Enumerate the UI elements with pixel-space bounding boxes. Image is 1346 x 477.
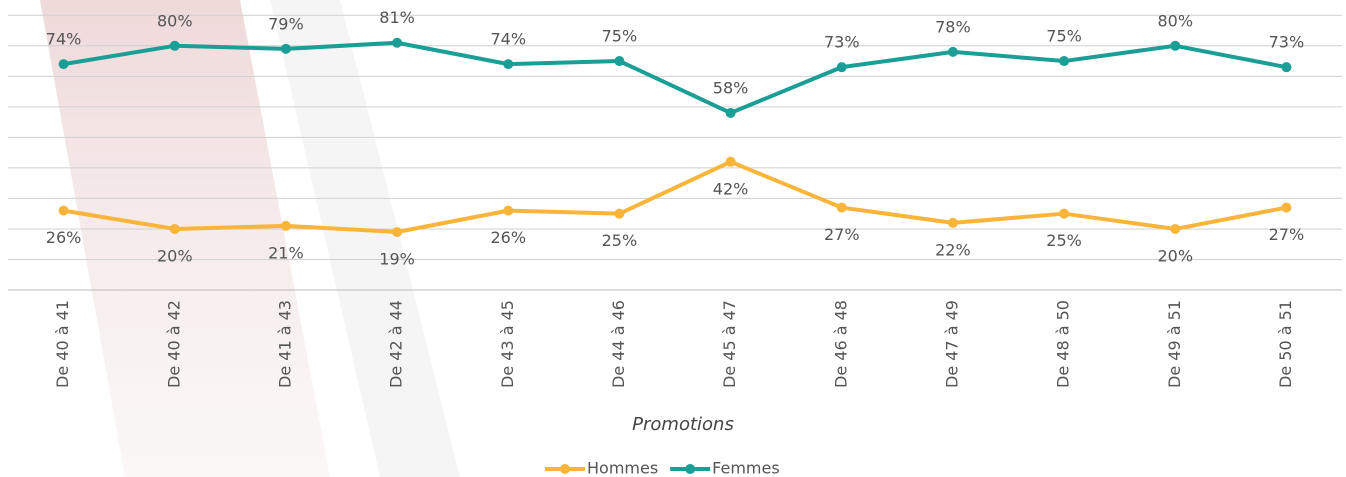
series-line bbox=[63, 159, 1287, 234]
data-label: 25% bbox=[602, 231, 638, 250]
data-label: 80% bbox=[157, 11, 193, 30]
point bbox=[947, 46, 958, 57]
point bbox=[392, 37, 403, 48]
legend-label: Hommes bbox=[587, 459, 658, 477]
legend-marker bbox=[685, 464, 696, 474]
point bbox=[614, 208, 625, 219]
point bbox=[169, 40, 180, 51]
point bbox=[280, 220, 291, 231]
x-tick-label: De 46 à 48 bbox=[831, 300, 850, 388]
point bbox=[836, 62, 847, 73]
point bbox=[1281, 62, 1292, 73]
data-label: 73% bbox=[824, 33, 860, 52]
data-label: 26% bbox=[46, 228, 82, 247]
x-tick-label: De 44 à 46 bbox=[609, 300, 628, 388]
data-label: 79% bbox=[268, 14, 304, 33]
background-band bbox=[40, 0, 330, 477]
point bbox=[392, 227, 403, 237]
point bbox=[725, 107, 736, 118]
x-tick-label: De 40 à 42 bbox=[164, 300, 183, 388]
data-label: 20% bbox=[157, 246, 193, 265]
data-label: 78% bbox=[935, 17, 971, 36]
x-tick-label: De 49 à 51 bbox=[1165, 300, 1184, 388]
x-tick-label: De 42 à 44 bbox=[387, 300, 406, 388]
data-label: 58% bbox=[713, 78, 749, 97]
data-label: 81% bbox=[379, 8, 415, 27]
data-label: 74% bbox=[46, 30, 82, 49]
point bbox=[169, 223, 180, 234]
data-label: 22% bbox=[935, 240, 971, 259]
x-tick-label: De 43 à 45 bbox=[498, 300, 517, 388]
x-tick-label: De 41 à 43 bbox=[275, 300, 294, 388]
x-tick-label: De 50 à 51 bbox=[1276, 300, 1295, 388]
data-label: 73% bbox=[1269, 33, 1305, 52]
x-tick-label: De 48 à 50 bbox=[1054, 300, 1073, 388]
data-label: 21% bbox=[268, 243, 304, 262]
point bbox=[947, 217, 958, 228]
point bbox=[836, 202, 847, 213]
point bbox=[1059, 56, 1070, 67]
point bbox=[58, 59, 69, 70]
data-label: 75% bbox=[602, 27, 638, 46]
data-label: 26% bbox=[490, 228, 526, 247]
data-label: 19% bbox=[379, 250, 415, 269]
legend-label: Femmes bbox=[712, 459, 780, 477]
data-label: 27% bbox=[1269, 225, 1305, 244]
point bbox=[503, 205, 514, 216]
data-label: 25% bbox=[1046, 231, 1082, 250]
x-tick-label: De 47 à 49 bbox=[942, 300, 961, 388]
point bbox=[614, 56, 625, 67]
legend-marker bbox=[560, 464, 570, 474]
point bbox=[1170, 40, 1181, 51]
background-band bbox=[270, 0, 460, 477]
point bbox=[725, 156, 736, 167]
x-tick-label: De 45 à 47 bbox=[720, 300, 739, 388]
point bbox=[1281, 202, 1292, 213]
x-axis-title: Promotions bbox=[632, 414, 734, 435]
x-tick-label: De 40 à 41 bbox=[53, 300, 72, 388]
data-label: 74% bbox=[490, 30, 526, 49]
series-line bbox=[63, 40, 1287, 115]
data-label: 27% bbox=[824, 225, 860, 244]
point bbox=[280, 43, 291, 54]
point bbox=[58, 205, 69, 216]
point bbox=[503, 59, 514, 70]
data-label: 75% bbox=[1046, 27, 1082, 46]
data-label: 42% bbox=[713, 179, 749, 198]
point bbox=[1059, 208, 1070, 219]
data-label: 80% bbox=[1157, 11, 1193, 30]
data-label: 20% bbox=[1157, 246, 1193, 265]
point bbox=[1170, 223, 1181, 234]
